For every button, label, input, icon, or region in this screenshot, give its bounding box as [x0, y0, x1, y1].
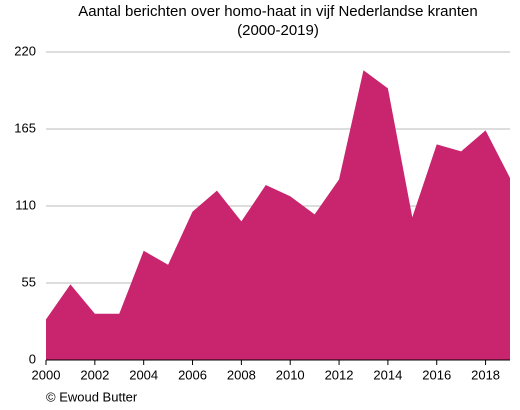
x-tick-label: 2008: [227, 367, 256, 382]
y-tick-label: 110: [15, 197, 36, 212]
y-tick-label: 220: [14, 43, 36, 58]
x-tick-label: 2012: [325, 367, 354, 382]
source: © Ewoud Butter: [46, 389, 138, 404]
y-tick-label: 55: [22, 274, 36, 289]
chart-subtitle: (2000-2019): [237, 22, 319, 39]
x-tick-label: 2002: [80, 367, 109, 382]
x-tick-label: 2018: [471, 367, 500, 382]
x-tick-label: 2016: [422, 367, 451, 382]
y-tick-label: 165: [14, 120, 36, 135]
x-tick-label: 2004: [129, 367, 158, 382]
x-tick-label: 2006: [178, 367, 207, 382]
area: [46, 70, 510, 360]
x-tick-label: 2010: [276, 367, 305, 382]
x-tick-label: 2014: [373, 367, 402, 382]
x-tick-label: 2000: [32, 367, 61, 382]
chart-title: Aantal berichten over homo-haat in vijf …: [78, 3, 477, 20]
y-tick-label: 0: [29, 351, 36, 366]
